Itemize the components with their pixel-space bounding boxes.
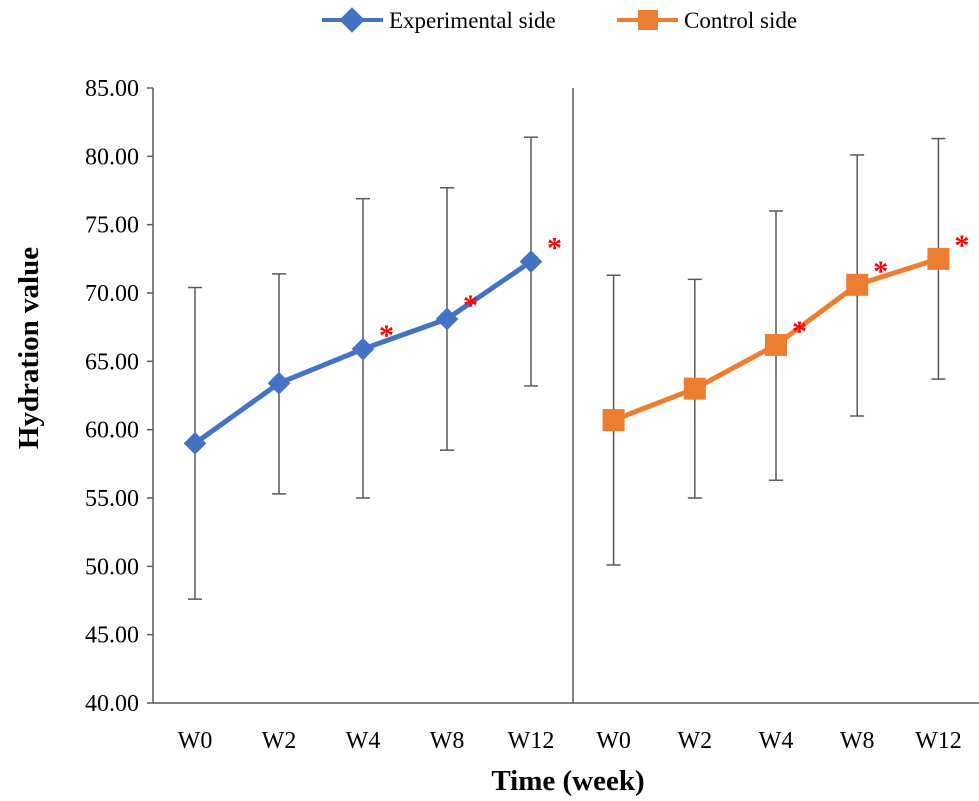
y-tick-label: 45.00 xyxy=(85,623,139,649)
data-point-diamond xyxy=(267,371,291,395)
y-tick-labels: 40.00 45.00 50.00 55.00 60.00 65.00 70.00 75.00… xyxy=(85,76,139,717)
data-point-diamond xyxy=(351,337,375,361)
error-bars xyxy=(188,136,946,600)
y-tick-label: 70.00 xyxy=(85,281,139,307)
series-markers xyxy=(183,247,950,455)
y-tick-label: 60.00 xyxy=(85,418,139,444)
data-point-square xyxy=(602,409,625,432)
x-axis-title: Time (week) xyxy=(491,765,644,797)
legend: Experimental side Control side xyxy=(322,7,797,33)
y-tick-label: 85.00 xyxy=(85,76,139,102)
significance-star: * xyxy=(547,232,562,265)
y-tick-label: 55.00 xyxy=(85,486,139,512)
x-tick-label: W0 xyxy=(178,728,213,754)
x-tick-labels: W0 W2 W4 W8 W12 W0 W2 W4 W8 W12 xyxy=(178,728,962,754)
data-point-diamond xyxy=(435,307,459,331)
y-axis-title: Hydration value xyxy=(13,247,45,449)
x-tick-label: W8 xyxy=(840,728,875,754)
y-tick-label: 80.00 xyxy=(85,144,139,170)
significance-star: * xyxy=(873,255,888,288)
x-tick-label: W4 xyxy=(346,728,381,754)
legend-marker-experimental xyxy=(339,7,365,33)
series-lines xyxy=(193,256,940,446)
significance-star: * xyxy=(792,315,807,348)
data-point-square xyxy=(846,273,869,296)
y-tick-label: 50.00 xyxy=(85,554,139,580)
x-tick-label: W2 xyxy=(677,728,712,754)
x-tick-label: W8 xyxy=(430,728,465,754)
x-tick-label: W0 xyxy=(596,728,631,754)
legend-label-control: Control side xyxy=(684,8,797,33)
y-tick-label: 75.00 xyxy=(85,213,139,239)
data-point-square xyxy=(927,247,950,270)
data-point-square xyxy=(683,377,706,400)
x-tick-label: W12 xyxy=(915,728,962,754)
significance-star: * xyxy=(379,319,394,352)
x-tick-label: W2 xyxy=(262,728,297,754)
significance-star: * xyxy=(463,289,478,322)
data-point-square xyxy=(765,333,787,356)
x-tick-label: W12 xyxy=(508,728,555,754)
x-tick-label: W4 xyxy=(759,728,794,754)
y-tick-label: 40.00 xyxy=(85,691,139,717)
legend-label-experimental: Experimental side xyxy=(389,8,556,33)
y-tick-label: 65.00 xyxy=(85,349,139,375)
significance-star: * xyxy=(954,229,969,262)
legend-marker-control xyxy=(638,10,658,30)
axes xyxy=(147,87,979,704)
significance-markers: * * * * * * xyxy=(379,229,969,352)
